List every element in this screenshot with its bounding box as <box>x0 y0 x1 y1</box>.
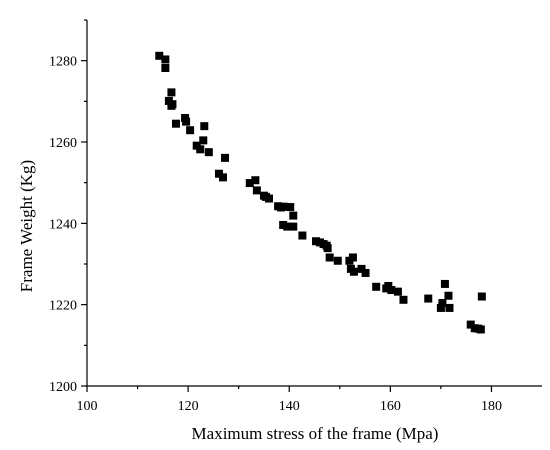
data-point <box>289 222 298 231</box>
data-point <box>283 222 292 231</box>
data-point <box>196 145 205 154</box>
data-point <box>161 63 170 72</box>
y-tick-label: 1200 <box>49 380 77 395</box>
data-point <box>348 253 357 262</box>
data-point <box>384 281 393 290</box>
data-point <box>167 101 176 110</box>
data-point <box>333 256 342 265</box>
data-point <box>265 194 273 203</box>
data-point <box>349 267 358 276</box>
data-point <box>436 303 445 312</box>
data-point <box>167 88 176 97</box>
data-point <box>289 211 298 220</box>
data-point <box>218 173 227 182</box>
data-point <box>245 179 254 188</box>
data-point <box>298 231 307 240</box>
data-point <box>325 253 334 262</box>
data-point <box>279 220 288 229</box>
y-tick-label: 1220 <box>49 299 77 314</box>
data-point <box>440 279 449 288</box>
x-tick-label: 160 <box>380 399 401 414</box>
plot-area <box>86 20 542 387</box>
data-point <box>182 117 191 126</box>
data-point <box>477 292 486 301</box>
x-axis: 100 120 140 160 180 <box>77 386 502 414</box>
y-axis-title: Frame Weight (Kg) <box>17 160 36 292</box>
data-point <box>438 299 447 308</box>
x-axis-title: Maximum stress of the frame (Mpa) <box>192 424 439 443</box>
data-point <box>444 291 453 300</box>
data-point <box>186 126 195 135</box>
data-point <box>445 303 454 312</box>
y-axis: 1200 1220 1240 1260 1280 <box>49 19 87 395</box>
data-point <box>204 148 213 157</box>
data-point <box>252 186 261 195</box>
data-point <box>476 325 485 334</box>
data-point <box>155 51 164 60</box>
data-point <box>372 282 381 291</box>
data-point <box>200 122 209 131</box>
y-tick-label: 1260 <box>49 136 77 151</box>
data-point <box>286 203 295 212</box>
data-point <box>251 176 260 185</box>
data-point <box>424 294 433 303</box>
data-point <box>221 153 230 162</box>
data-points <box>155 51 486 334</box>
x-tick-label: 120 <box>178 399 199 414</box>
data-point <box>393 287 402 296</box>
y-tick-label: 1240 <box>49 217 77 232</box>
data-point <box>312 237 321 246</box>
x-tick-label: 100 <box>77 399 98 414</box>
x-tick-label: 140 <box>279 399 300 414</box>
data-point <box>399 295 408 304</box>
x-tick-label: 180 <box>481 399 502 414</box>
data-point <box>357 264 366 273</box>
data-point <box>199 136 208 145</box>
data-point <box>161 55 170 64</box>
data-point <box>279 202 288 211</box>
data-point <box>466 320 475 329</box>
data-point <box>387 286 396 295</box>
data-point <box>171 119 180 128</box>
data-point <box>214 169 223 178</box>
data-point <box>323 244 332 253</box>
data-point <box>361 268 370 277</box>
y-tick-label: 1280 <box>49 55 77 70</box>
